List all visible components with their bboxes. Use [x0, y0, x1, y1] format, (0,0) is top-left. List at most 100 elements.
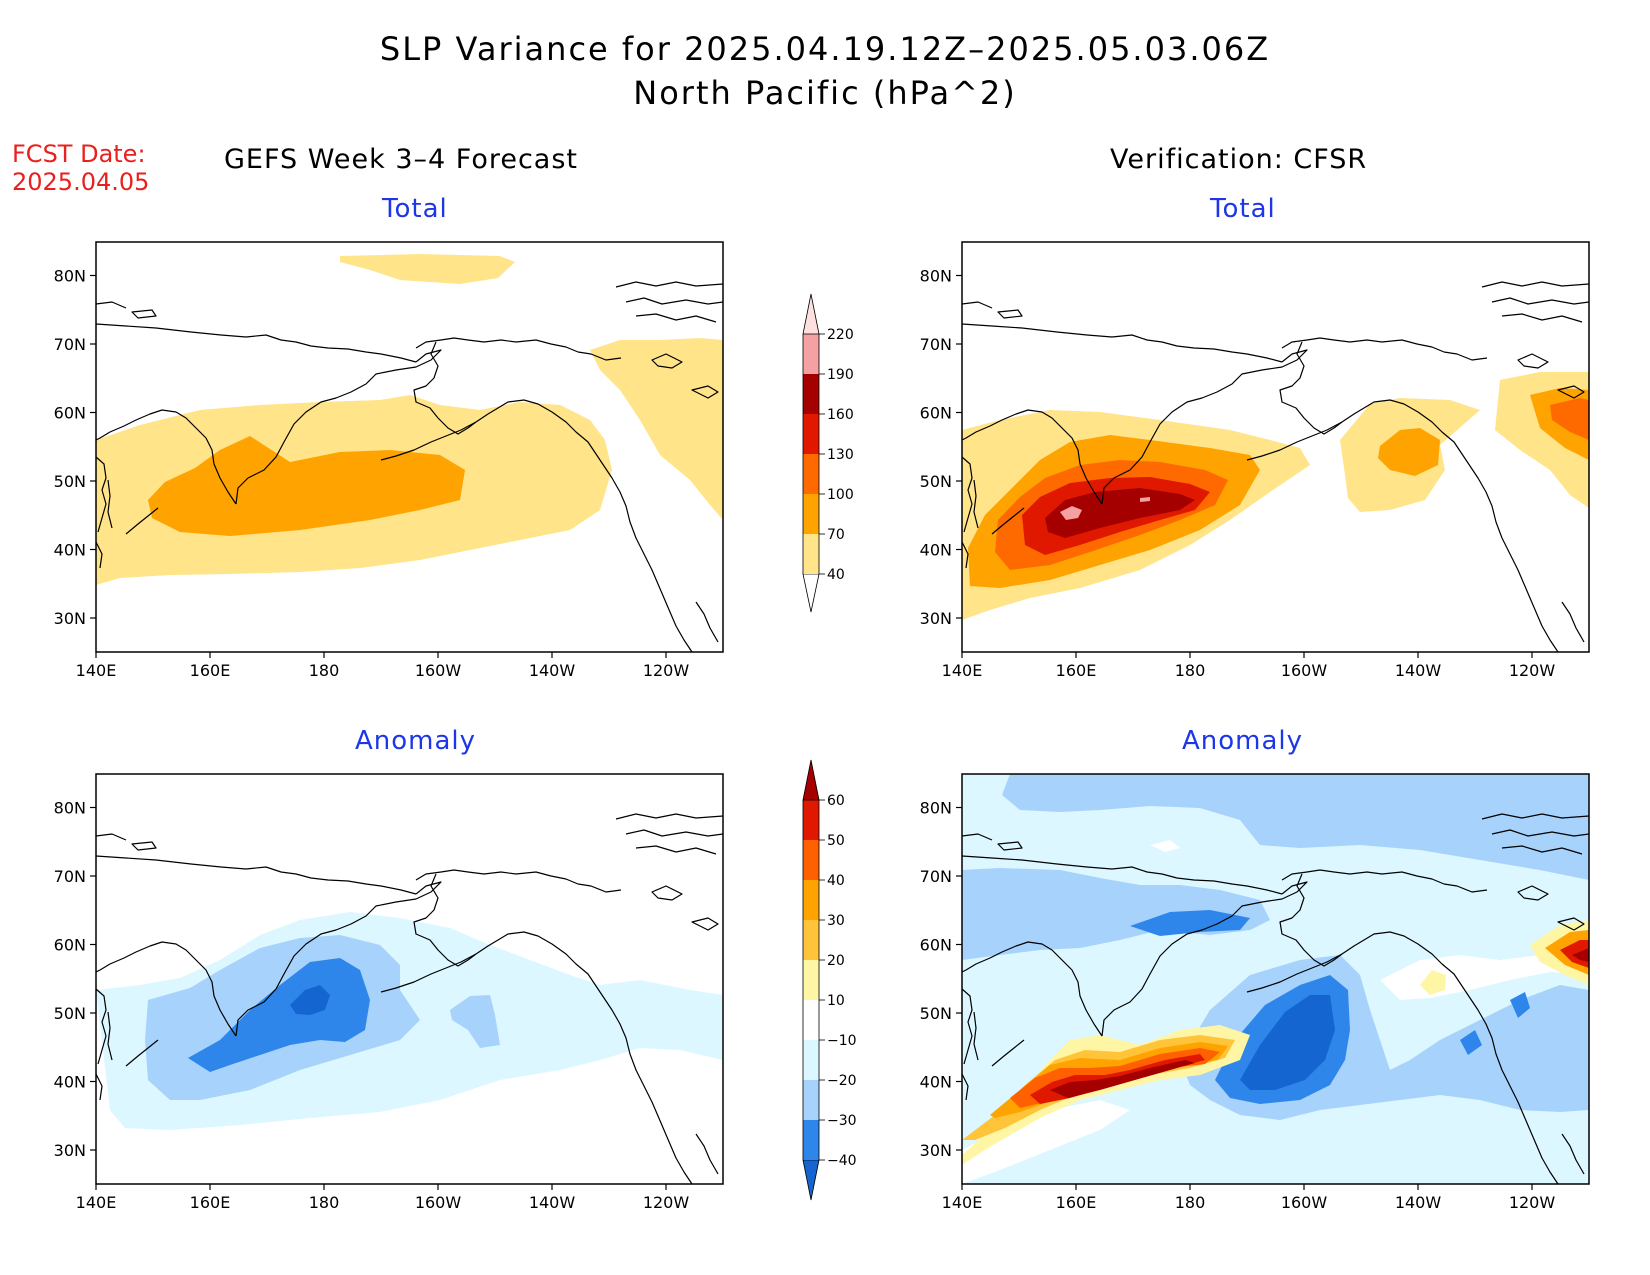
- panel-subtitle-verification-total: Total: [1210, 194, 1276, 224]
- panel-forecast-anomaly: [95, 773, 724, 1185]
- anom-contour-white-west: [962, 1100, 1130, 1184]
- total-contour-70-100-east: [1378, 428, 1440, 476]
- figure-title-line1: SLP Variance for 2025.04.19.12Z–2025.05.…: [379, 30, 1271, 68]
- total-contour-160-190: [1045, 488, 1195, 538]
- panel-forecast-total: [95, 241, 724, 653]
- lon-tick-label: 120W: [1509, 661, 1556, 680]
- colorbar-segment: [802, 293, 820, 335]
- lat-tick-label: 50N: [920, 1004, 952, 1023]
- lon-tick-label: 180: [309, 661, 340, 680]
- colorbar-segment: [802, 759, 820, 801]
- lon-tick-label: 160E: [190, 1193, 231, 1212]
- anom-contour-below-minus40-gulf: [1240, 995, 1335, 1090]
- panel-subtitle-forecast-total: Total: [382, 194, 448, 224]
- lat-tick-label: 50N: [54, 1004, 86, 1023]
- lat-tick-label: 40N: [54, 541, 86, 560]
- lat-tick-label: 30N: [920, 1141, 952, 1160]
- lon-tick-label: 140E: [942, 661, 983, 680]
- lon-tick-label: 120W: [1509, 1193, 1556, 1212]
- total-contour-70-100: [148, 436, 465, 536]
- lon-tick-label: 160W: [1281, 661, 1328, 680]
- colorbar-bottom-extension: [802, 573, 820, 613]
- lat-tick-label: 80N: [920, 799, 952, 818]
- anom-contour-white-small: [1150, 840, 1180, 852]
- panel-subtitle-verification-anomaly: Anomaly: [1182, 726, 1304, 756]
- colorbar-total: 40 70 100 130 160 190 220: [802, 293, 854, 613]
- lat-tick-label: 50N: [54, 472, 86, 491]
- lat-tick-label: 30N: [54, 609, 86, 628]
- colorbar-segment: [803, 840, 819, 880]
- colorbar-segment: [803, 800, 819, 840]
- lat-tick-label: 60N: [54, 936, 86, 955]
- panel-verification-anomaly: [961, 773, 1590, 1185]
- lon-tick-label: 160E: [1056, 1193, 1097, 1212]
- anom-contour-above-60-far: [1572, 948, 1589, 962]
- total-contour-top-strip: [340, 254, 515, 284]
- lat-tick-label: 80N: [54, 799, 86, 818]
- fcst-date-label: FCST Date:: [12, 140, 146, 168]
- fcst-date-value: 2025.04.05: [12, 168, 150, 196]
- colorbar-segment: [803, 1000, 819, 1040]
- total-contour-100-130-far: [1550, 398, 1589, 440]
- colorbar-anomaly: −40 −30 −20 −10 10 20 30 40 50 60: [802, 759, 857, 1201]
- lat-tick-label: 60N: [54, 404, 86, 423]
- colorbar-tick-label: 50: [827, 833, 845, 849]
- anom-contour-minus30-small2: [1510, 992, 1530, 1018]
- colorbar-tick-label: −20: [827, 1073, 857, 1089]
- colorbar-segment: [803, 494, 819, 534]
- lon-tick-label: 140W: [1395, 661, 1442, 680]
- colorbar-tick-label: −30: [827, 1113, 857, 1129]
- panel-verification-total: [961, 241, 1590, 653]
- lat-tick-label: 40N: [920, 1073, 952, 1092]
- colorbar-tick-label: 220: [827, 327, 854, 343]
- left-column-title: GEFS Week 3–4 Forecast: [224, 144, 579, 175]
- lon-tick-label: 140E: [76, 661, 117, 680]
- lat-tick-label: 80N: [920, 267, 952, 286]
- anom-contour-below-minus40: [290, 985, 330, 1015]
- lat-tick-label: 70N: [54, 867, 86, 886]
- colorbar-tick-label: 130: [827, 447, 854, 463]
- lon-tick-label: 160E: [190, 661, 231, 680]
- lon-tick-label: 140W: [529, 1193, 576, 1212]
- lon-tick-label: 160W: [415, 1193, 462, 1212]
- anom-contour-10-20-small: [1420, 970, 1446, 995]
- lon-tick-label: 180: [309, 1193, 340, 1212]
- lat-tick-label: 40N: [54, 1073, 86, 1092]
- lon-tick-label: 160W: [1281, 1193, 1328, 1212]
- anom-contour-minus20-minus30-north: [1002, 774, 1589, 880]
- lat-tick-label: 70N: [54, 335, 86, 354]
- lat-tick-label: 30N: [54, 1141, 86, 1160]
- colorbar-tick-label: −40: [827, 1153, 857, 1169]
- lat-tick-label: 50N: [920, 472, 952, 491]
- colorbar-tick-label: 40: [827, 873, 845, 889]
- colorbar-segment: [803, 534, 819, 574]
- colorbar-tick-label: 20: [827, 953, 845, 969]
- lat-tick-label: 80N: [54, 267, 86, 286]
- lon-tick-label: 160W: [415, 661, 462, 680]
- lat-tick-label: 30N: [920, 609, 952, 628]
- colorbar-tick-label: 30: [827, 913, 845, 929]
- anom-contour-minus30-small1: [1460, 1030, 1482, 1055]
- colorbar-segment: [803, 880, 819, 920]
- lon-tick-label: 140E: [942, 1193, 983, 1212]
- colorbar-segment: [803, 454, 819, 494]
- anom-contour-minus20-minus30-band: [962, 868, 1270, 960]
- colorbar-tick-label: −10: [827, 1033, 857, 1049]
- right-column-title: Verification: CFSR: [1110, 144, 1368, 175]
- anom-contour-minus20-minus30-east: [450, 995, 500, 1048]
- lon-tick-label: 120W: [643, 1193, 690, 1212]
- colorbar-segment: [803, 374, 819, 414]
- colorbar-segment: [803, 1080, 819, 1120]
- colorbar-tick-label: 100: [827, 487, 854, 503]
- colorbar-segment: [803, 920, 819, 960]
- lat-tick-label: 70N: [920, 867, 952, 886]
- lat-tick-label: 40N: [920, 541, 952, 560]
- colorbar-tick-label: 10: [827, 993, 845, 1009]
- total-contour-east: [590, 338, 723, 520]
- colorbar-tick-label: 60: [827, 793, 845, 809]
- lat-tick-label: 60N: [920, 936, 952, 955]
- colorbar-tick-label: 70: [827, 527, 845, 543]
- panel-subtitle-forecast-anomaly: Anomaly: [355, 726, 477, 756]
- lon-tick-label: 160E: [1056, 661, 1097, 680]
